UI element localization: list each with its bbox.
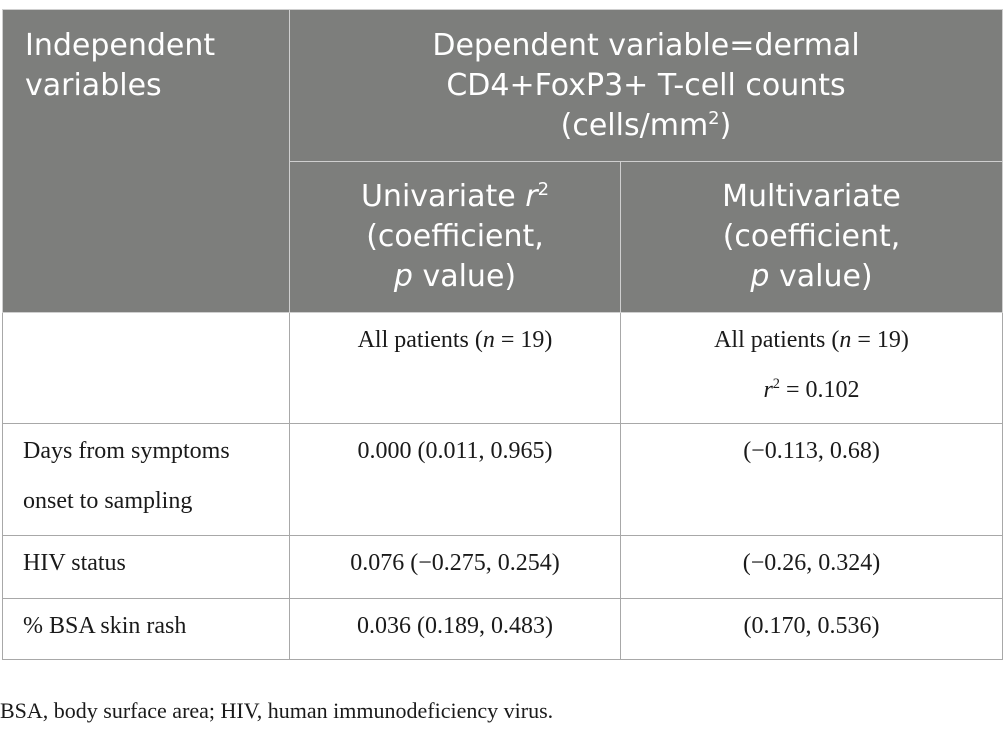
patients-multivariate-prefix: All patients (	[714, 327, 840, 353]
header-dependent-line3-prefix: (cells/mm	[560, 107, 709, 143]
cell-multivariate: (−0.26, 0.324)	[619, 535, 1004, 599]
header-row-top: Independent variables Dependent variable…	[2, 9, 1004, 313]
header-dependent-line1: Dependent variable=dermal	[432, 27, 860, 63]
cell-patients-multivariate: All patients (n = 19) r2 = 0.102	[619, 312, 1004, 424]
cell-multivariate: (−0.113, 0.68)	[619, 423, 1004, 536]
table-row-patients: All patients (n = 19) All patients (n = …	[2, 312, 1004, 424]
patients-multivariate-r-sup: 2	[772, 376, 780, 392]
cell-patients-univariate: All patients (n = 19)	[289, 312, 621, 424]
header-multivariate-line2: (coefficient,	[722, 219, 901, 254]
header-dependent-variable: Dependent variable=dermal CD4+FoxP3+ T-c…	[288, 9, 1004, 162]
table-row: Days from symptoms onset to sampling 0.0…	[2, 423, 1004, 536]
patients-multivariate-text: All patients (n = 19)	[621, 315, 1002, 365]
row-label-line2: onset to sampling	[23, 488, 193, 514]
cell-multivariate: (0.170, 0.536)	[619, 598, 1004, 660]
header-univariate-r-sup: 2	[537, 179, 550, 200]
cell-empty	[2, 312, 290, 424]
patients-multivariate-r2: r2 = 0.102	[621, 365, 1002, 415]
header-univariate-line1: Univariate r2	[290, 177, 620, 217]
cell-univariate: 0.076 (−0.275, 0.254)	[289, 535, 621, 599]
patients-univariate-text: All patients (n = 19)	[290, 315, 620, 365]
cell-variable-label: % BSA skin rash	[2, 598, 290, 660]
header-dependent-line3: (cells/mm2)	[290, 106, 1002, 146]
table-row: HIV status 0.076 (−0.275, 0.254) (−0.26,…	[2, 535, 1004, 599]
header-dependent-line3-sup: 2	[708, 107, 720, 129]
patients-multivariate-r: r	[763, 377, 773, 403]
row-label-line1: Days from symptoms	[23, 438, 230, 464]
header-univariate-line3-suffix: value)	[412, 259, 517, 294]
header-multivariate-line1: Multivariate	[722, 179, 901, 214]
header-univariate-line2: (coefficient,	[366, 219, 544, 254]
patients-univariate-prefix: All patients (	[357, 327, 483, 353]
header-independent-variables: Independent variables	[2, 9, 290, 313]
cell-univariate: 0.000 (0.011, 0.965)	[289, 423, 621, 536]
header-univariate-r: r	[525, 179, 538, 214]
table-row: % BSA skin rash 0.036 (0.189, 0.483) (0.…	[2, 598, 1004, 660]
header-univariate-p: p	[393, 259, 413, 294]
header-multivariate-p: p	[750, 259, 770, 294]
header-dependent-line2: CD4+FoxP3+ T-cell counts	[446, 67, 846, 103]
cell-variable-label: HIV status	[2, 535, 290, 599]
patients-multivariate-r-value: = 0.102	[780, 377, 860, 403]
header-dependent-line3-suffix: )	[719, 107, 732, 143]
header-multivariate-line3-suffix: value)	[769, 259, 873, 294]
results-table: Independent variables Dependent variable…	[2, 9, 1004, 660]
patients-multivariate-suffix: = 19)	[851, 327, 909, 353]
header-multivariate: Multivariate (coefficient, p value)	[619, 161, 1004, 313]
header-row-sub: Univariate r2 (coefficient, p value) Mul…	[3, 161, 1004, 313]
patients-univariate-n: n	[482, 327, 495, 353]
header-univariate-word: Univariate	[360, 179, 516, 214]
cell-univariate: 0.036 (0.189, 0.483)	[289, 598, 621, 660]
cell-variable-label: Days from symptoms onset to sampling	[2, 423, 290, 536]
header-univariate: Univariate r2 (coefficient, p value)	[289, 161, 621, 313]
patients-univariate-suffix: = 19)	[494, 327, 553, 353]
header-independent-label: Independent variables	[25, 28, 216, 103]
header-univariate-line3: p value)	[290, 257, 620, 297]
table-footnote: BSA, body surface area; HIV, human immun…	[0, 698, 554, 723]
patients-multivariate-n: n	[839, 327, 852, 353]
header-multivariate-line3: p value)	[621, 257, 1002, 297]
